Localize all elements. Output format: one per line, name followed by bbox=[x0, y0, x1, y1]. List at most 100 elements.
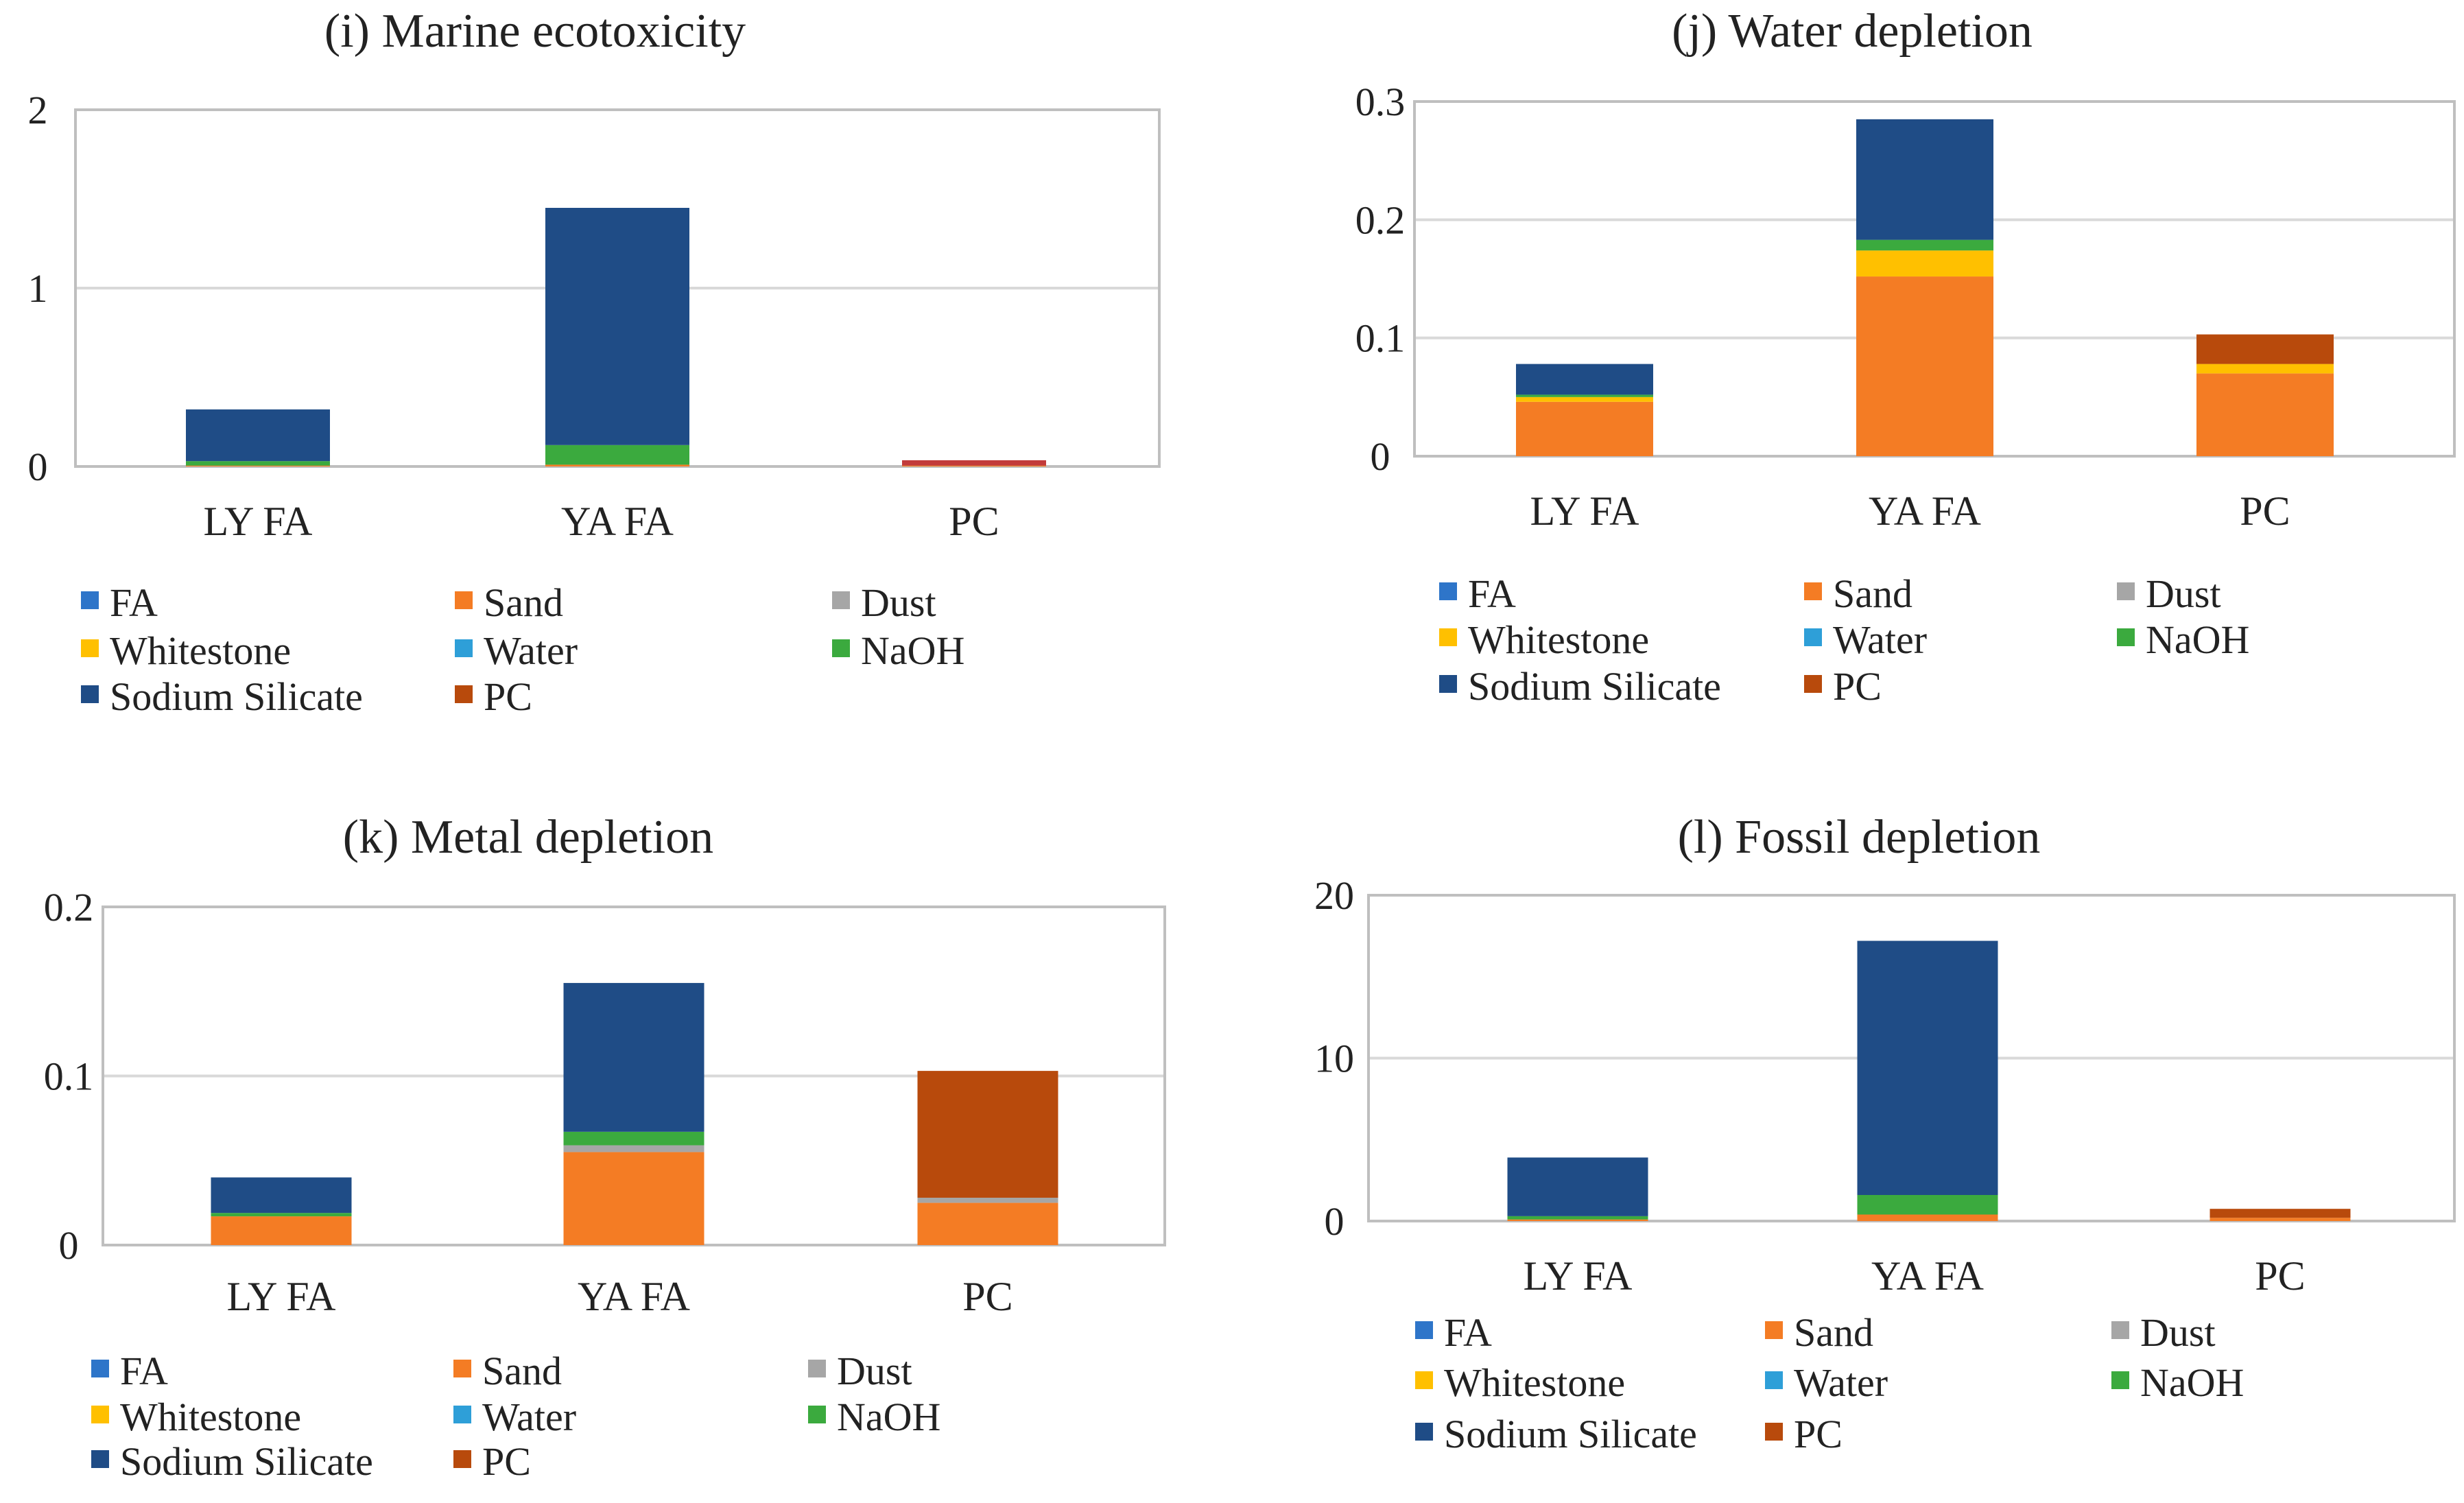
bar-segment-pc-sand bbox=[2210, 1218, 2351, 1221]
legend-item-sodium-silicate: Sodium Silicate bbox=[91, 1439, 373, 1484]
legend-swatch bbox=[455, 639, 473, 657]
legend-swatch bbox=[91, 1450, 109, 1468]
bar-segment-ly-fa-sodium-silicate bbox=[186, 409, 330, 462]
legend-item-sodium-silicate: Sodium Silicate bbox=[1439, 664, 1721, 709]
legend-swatch bbox=[2111, 1321, 2129, 1339]
legend-label: Dust bbox=[861, 580, 936, 625]
bar-segment-ya-fa-sodium-silicate bbox=[1857, 940, 1998, 1195]
legend-label: Sodium Silicate bbox=[1468, 664, 1721, 709]
legend-label: Whitestone bbox=[1468, 617, 1649, 662]
legend-item-fa: FA bbox=[1415, 1310, 1492, 1355]
legend-swatch bbox=[1415, 1371, 1433, 1389]
bar-segment-ya-fa-sand bbox=[545, 464, 689, 466]
legend-label: FA bbox=[110, 580, 158, 625]
bar-segment-ya-fa-sand bbox=[1856, 276, 1993, 456]
chart-title: (i) Marine ecotoxicity bbox=[324, 5, 746, 58]
legend-label: Dust bbox=[2146, 571, 2221, 616]
legend-label: Sodium Silicate bbox=[110, 674, 363, 719]
bar-segment-ly-fa-sand bbox=[1516, 401, 1653, 456]
y-tick-label: 0.2 bbox=[44, 885, 94, 930]
legend-swatch bbox=[808, 1406, 826, 1423]
legend-swatch bbox=[832, 591, 850, 609]
x-category-label: LY FA bbox=[1530, 488, 1639, 534]
legend-swatch bbox=[1439, 582, 1457, 600]
chart-title: (k) Metal depletion bbox=[343, 811, 713, 864]
legend-item-naoh: NaOH bbox=[2111, 1360, 2244, 1405]
legend-label: Sodium Silicate bbox=[120, 1439, 373, 1484]
legend-item-naoh: NaOH bbox=[832, 628, 964, 673]
legend-swatch bbox=[1765, 1321, 1783, 1339]
bar-segment-ly-fa-sodium-silicate bbox=[1516, 364, 1653, 395]
bar-segment-pc-pc bbox=[917, 1071, 1058, 1198]
legend-swatch bbox=[1439, 628, 1457, 646]
bar-segment-ya-fa-sodium-silicate bbox=[1856, 119, 1993, 240]
bar-segment-ya-fa-sand bbox=[1857, 1214, 1998, 1221]
legend-swatch bbox=[832, 639, 850, 657]
legend-swatch bbox=[808, 1360, 826, 1377]
y-tick-label: 0.1 bbox=[1355, 316, 1406, 361]
bar-segment-ly-fa-whitestone bbox=[1516, 397, 1653, 402]
legend-item-sand: Sand bbox=[453, 1349, 562, 1393]
legend-swatch bbox=[2117, 628, 2135, 646]
legend-label: Sand bbox=[482, 1349, 562, 1393]
legend-item-sodium-silicate: Sodium Silicate bbox=[81, 674, 363, 719]
bar-segment-ya-fa-naoh bbox=[1857, 1195, 1998, 1215]
legend-item-dust: Dust bbox=[832, 580, 936, 625]
x-category-label: LY FA bbox=[204, 499, 313, 544]
legend-label: PC bbox=[484, 674, 532, 719]
legend-label: PC bbox=[1794, 1412, 1843, 1456]
legend-swatch bbox=[455, 685, 473, 703]
legend-item-pc: PC bbox=[455, 674, 532, 719]
y-tick-label: 0.2 bbox=[1355, 198, 1406, 242]
legend-swatch bbox=[453, 1450, 471, 1468]
x-category-label: YA FA bbox=[1871, 1253, 1984, 1299]
chart-panel-i-marine-ecotoxicity: (i) Marine ecotoxicity 0 1 2 LY FA YA FA PC FA S… bbox=[28, 5, 1161, 719]
legend-label: Water bbox=[484, 628, 578, 673]
bar-segment-pc-sand bbox=[917, 1203, 1058, 1245]
legend-label: Dust bbox=[837, 1349, 912, 1393]
chart-title: (l) Fossil depletion bbox=[1678, 811, 2041, 864]
legend-swatch bbox=[91, 1406, 109, 1423]
legend-swatch bbox=[1765, 1423, 1783, 1441]
legend-swatch bbox=[1804, 675, 1822, 693]
y-tick-label: 2 bbox=[28, 88, 48, 132]
legend-label: Sodium Silicate bbox=[1444, 1412, 1697, 1456]
legend-item-whitestone: Whitestone bbox=[81, 628, 291, 673]
legend-swatch bbox=[1765, 1371, 1783, 1389]
bar-segment-ya-fa-dust bbox=[563, 1145, 704, 1152]
legend-label: NaOH bbox=[837, 1395, 940, 1439]
x-category-label: YA FA bbox=[561, 499, 674, 544]
legend-swatch bbox=[81, 639, 99, 657]
legend-label: Sand bbox=[484, 580, 563, 625]
legend-label: Whitestone bbox=[110, 628, 291, 673]
legend-label: Water bbox=[482, 1395, 576, 1439]
legend-swatch bbox=[1804, 628, 1822, 646]
legend-item-fa: FA bbox=[81, 580, 158, 625]
legend-swatch bbox=[1804, 582, 1822, 600]
bar-segment-ly-fa-naoh bbox=[186, 461, 330, 466]
y-tick-label: 0 bbox=[59, 1223, 79, 1268]
bar-segment-pc-dust bbox=[917, 1197, 1058, 1203]
bar-segment-ly-fa-sand bbox=[1507, 1219, 1648, 1221]
legend-item-sodium-silicate: Sodium Silicate bbox=[1415, 1412, 1697, 1456]
legend-item-dust: Dust bbox=[808, 1349, 912, 1393]
bar-segment-ly-fa-sand bbox=[211, 1216, 352, 1245]
legend-swatch bbox=[1415, 1423, 1433, 1441]
legend-swatch bbox=[453, 1360, 471, 1377]
legend-item-water: Water bbox=[1765, 1360, 1888, 1405]
legend-item-whitestone: Whitestone bbox=[1439, 617, 1649, 662]
legend-label: Sand bbox=[1833, 571, 1912, 616]
bar-segment-ya-fa-whitestone bbox=[1856, 250, 1993, 277]
x-category-label: LY FA bbox=[227, 1274, 336, 1319]
legend-swatch bbox=[81, 591, 99, 609]
bar-segment-pc-whitestone bbox=[2196, 364, 2334, 374]
legend-item-naoh: NaOH bbox=[2117, 617, 2249, 662]
bar-segment-ya-fa-naoh bbox=[563, 1131, 704, 1146]
bar-segment-ly-fa-naoh bbox=[1507, 1216, 1648, 1220]
x-category-label: YA FA bbox=[1869, 488, 1981, 534]
x-category-label: YA FA bbox=[578, 1274, 690, 1319]
y-tick-label: 0 bbox=[1371, 434, 1390, 479]
legend-label: NaOH bbox=[2146, 617, 2249, 662]
x-category-label: PC bbox=[2240, 488, 2290, 534]
